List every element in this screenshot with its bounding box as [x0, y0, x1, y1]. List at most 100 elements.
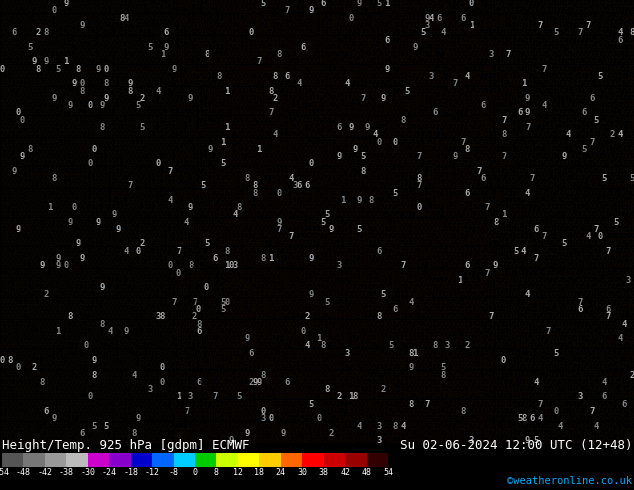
Text: 9: 9: [521, 342, 526, 350]
Text: 5: 5: [597, 94, 602, 103]
Text: 5: 5: [432, 65, 438, 74]
Text: 2: 2: [497, 130, 502, 139]
Text: 9: 9: [132, 72, 137, 81]
Text: 9: 9: [108, 36, 113, 45]
Text: 6: 6: [272, 349, 278, 358]
Text: 9: 9: [160, 14, 165, 23]
Text: 4: 4: [609, 123, 614, 132]
Text: 9: 9: [441, 334, 446, 343]
Text: 0: 0: [60, 276, 65, 285]
Text: 6: 6: [513, 385, 519, 394]
Text: 7: 7: [15, 174, 21, 183]
Text: 4: 4: [533, 305, 538, 314]
Text: 0: 0: [316, 421, 321, 431]
Text: 4: 4: [344, 145, 350, 154]
Text: 8: 8: [505, 269, 510, 278]
Text: 8: 8: [417, 79, 422, 88]
Text: 7: 7: [481, 269, 486, 278]
Text: 7: 7: [184, 407, 190, 416]
Text: 5: 5: [605, 14, 611, 23]
Text: 1: 1: [601, 261, 607, 270]
Text: 8: 8: [80, 312, 85, 321]
Text: 9: 9: [264, 291, 269, 299]
Text: 0: 0: [268, 196, 273, 205]
Text: 2: 2: [517, 94, 522, 103]
Text: 9: 9: [188, 189, 193, 197]
Text: 6: 6: [103, 240, 109, 248]
Text: 8: 8: [328, 159, 333, 169]
Text: 2: 2: [533, 79, 538, 88]
Text: 7: 7: [404, 349, 410, 358]
Text: 3: 3: [264, 152, 269, 161]
Text: 9: 9: [413, 94, 418, 103]
Text: 6: 6: [537, 210, 543, 220]
Text: 9: 9: [212, 159, 217, 169]
Text: 1: 1: [380, 261, 386, 270]
Text: 0: 0: [408, 65, 414, 74]
Text: 4: 4: [525, 232, 531, 241]
Text: 8: 8: [87, 363, 93, 372]
Text: 5: 5: [280, 400, 285, 409]
Text: 0: 0: [51, 269, 57, 278]
Text: 4: 4: [87, 436, 93, 445]
Text: 8: 8: [156, 356, 161, 365]
Text: 7: 7: [573, 291, 578, 299]
Text: 8: 8: [127, 356, 133, 365]
Text: 5: 5: [36, 167, 41, 175]
Text: 7: 7: [441, 429, 446, 438]
Text: 0: 0: [20, 65, 25, 74]
Text: 3: 3: [533, 189, 538, 197]
Text: 8: 8: [625, 174, 631, 183]
Text: 9: 9: [417, 218, 422, 227]
Text: 2: 2: [68, 6, 73, 15]
Text: 7: 7: [469, 421, 474, 431]
Text: 4: 4: [272, 101, 278, 110]
Text: 5: 5: [313, 203, 318, 212]
Text: 4: 4: [108, 327, 113, 336]
Text: 1: 1: [353, 159, 358, 169]
Text: 4: 4: [625, 116, 631, 124]
Text: 2: 2: [425, 327, 430, 336]
Text: 5: 5: [192, 414, 197, 423]
Text: 5: 5: [91, 392, 97, 401]
Text: 6: 6: [633, 152, 634, 161]
Text: 3: 3: [349, 240, 354, 248]
Text: 0: 0: [301, 254, 306, 263]
Text: 2: 2: [68, 189, 73, 197]
Text: 0: 0: [8, 414, 13, 423]
Text: 6: 6: [8, 123, 13, 132]
Text: 1: 1: [449, 349, 454, 358]
Text: 6: 6: [3, 385, 9, 394]
Text: 7: 7: [264, 429, 269, 438]
Text: 8: 8: [224, 14, 230, 23]
Text: 8: 8: [493, 283, 498, 292]
Text: 9: 9: [585, 108, 590, 118]
Text: 7: 7: [39, 283, 45, 292]
Text: 6: 6: [301, 429, 306, 438]
Text: 8: 8: [408, 218, 414, 227]
Text: 7: 7: [353, 334, 358, 343]
Text: 5: 5: [497, 298, 502, 307]
Text: 5: 5: [349, 138, 354, 147]
Text: 9: 9: [340, 319, 346, 329]
Text: 9: 9: [148, 232, 153, 241]
Text: 1: 1: [91, 130, 97, 139]
Text: 4: 4: [377, 28, 382, 37]
Text: 5: 5: [332, 232, 338, 241]
Text: 6: 6: [469, 407, 474, 416]
Text: 0: 0: [296, 218, 302, 227]
Text: 6: 6: [477, 342, 482, 350]
Text: 5: 5: [630, 6, 634, 15]
Text: 0: 0: [63, 145, 69, 154]
Text: 8: 8: [332, 43, 338, 52]
Text: 6: 6: [232, 407, 237, 416]
Text: 3: 3: [356, 254, 362, 263]
Text: 4: 4: [156, 50, 161, 59]
Text: 9: 9: [80, 334, 85, 343]
Text: 6: 6: [3, 123, 9, 132]
Text: 0: 0: [23, 138, 29, 147]
Text: 9: 9: [36, 87, 41, 96]
Text: 6: 6: [248, 254, 254, 263]
Text: 6: 6: [493, 203, 498, 212]
Text: 5: 5: [609, 203, 614, 212]
